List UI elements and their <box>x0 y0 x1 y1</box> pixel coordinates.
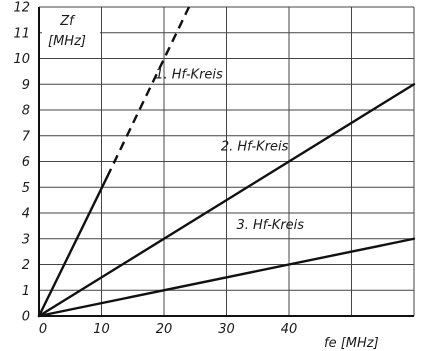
x-tick-label-30: 30 <box>218 322 235 337</box>
y-tick-label-3: 3 <box>22 232 30 247</box>
y-tick-label-11: 11 <box>13 26 30 41</box>
y-tick-label-2: 2 <box>22 258 30 273</box>
y-axis-label: Zf <box>59 14 76 29</box>
series-label-1: 1. Hf-Kreis <box>155 67 223 82</box>
grid <box>38 6 415 317</box>
x-axis-label: fe [MHz] <box>324 336 379 351</box>
y-tick-label-8: 8 <box>22 104 30 119</box>
x-axis-label-background <box>322 320 418 342</box>
series-label-2: 2. Hf-Kreis <box>221 140 289 155</box>
x-tick-label-0: 0 <box>39 322 47 337</box>
series-lines <box>37 6 416 318</box>
y-tick-label-0: 0 <box>22 310 30 325</box>
y-axis-unit: [MHz] <box>48 34 86 49</box>
x-tick-label-10: 10 <box>93 322 110 337</box>
series-label-3: 3. Hf-Kreis <box>236 218 304 233</box>
y-tick-label-10: 10 <box>13 52 30 67</box>
series-line-1-solid <box>37 175 109 318</box>
series-line-1-dashed <box>106 6 191 178</box>
y-tick-label-1: 1 <box>22 284 30 299</box>
y-axis-label-background <box>42 10 100 50</box>
y-tick-label-5: 5 <box>22 181 30 196</box>
x-tick-label-40: 40 <box>281 322 298 337</box>
x-tick-label-20: 20 <box>156 322 173 337</box>
series-line-2 <box>37 83 416 318</box>
y-tick-label-12: 12 <box>13 1 30 16</box>
y-tick-label-6: 6 <box>22 155 30 170</box>
y-tick-label-4: 4 <box>22 207 30 222</box>
tick-labels: 01234567891011120102030405060 <box>13 1 415 338</box>
series-line-3 <box>37 237 416 318</box>
y-tick-label-7: 7 <box>22 129 31 144</box>
annotations: Zf [MHz] fe [MHz] 1. Hf-Kreis 2. Hf-Krei… <box>42 10 418 351</box>
y-tick-label-9: 9 <box>22 78 30 93</box>
